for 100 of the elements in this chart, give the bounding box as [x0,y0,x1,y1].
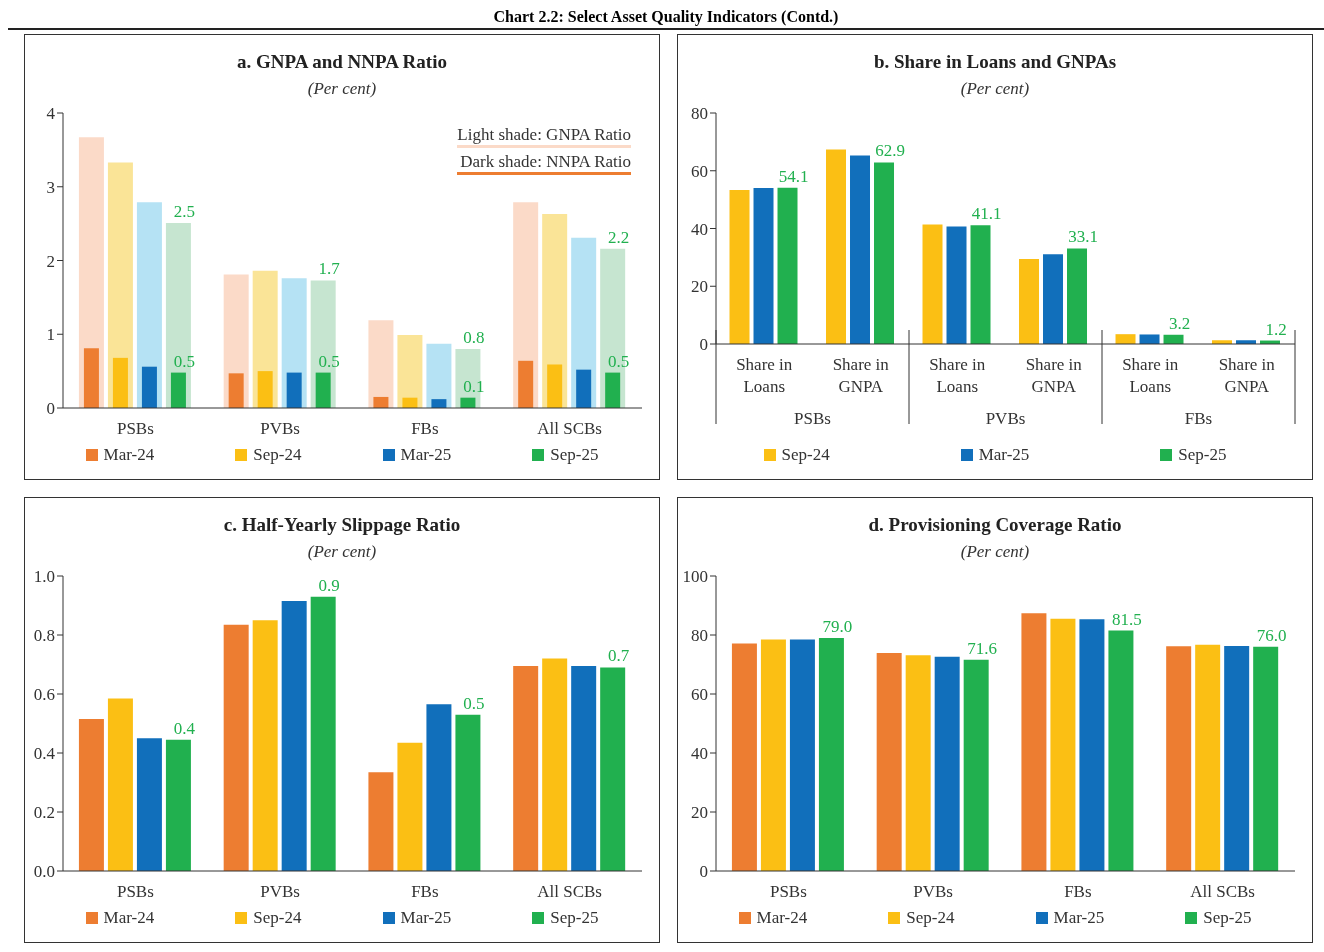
x-tick-label: PVBs [913,882,953,901]
text: Chart 2.2: Select Asset Quality Indicators (Contd.) [492,8,840,26]
bar [426,343,452,408]
bar [1108,630,1134,871]
bar [760,639,786,871]
bar [252,620,278,871]
y-tick-label: 40 [691,219,708,239]
bar [1050,618,1076,871]
chart-title: d. Provisioning Coverage Ratio [867,514,1123,536]
bar [228,373,244,408]
y-tick-label: 0.8 [33,626,55,646]
data-label: 62.9 [875,141,905,161]
y-tick-label: 20 [691,803,708,823]
bar [542,658,568,871]
x-tick-label: Share in Loans [929,355,986,396]
data-label: 0.4 [173,718,196,738]
data-label: 33.1 [1068,227,1098,247]
bar [905,655,931,871]
legend-label: Sep-24 [253,445,302,465]
bar [1224,645,1250,871]
chart-subtitle: (Per cent) [306,542,378,562]
x-tick-label: FBs [1064,882,1092,901]
y-tick-label: 60 [691,161,708,181]
bar [141,366,157,408]
x-tick-label: All SCBs [537,882,602,901]
bar [368,772,394,871]
bar [83,348,99,408]
legend-label: Mar-25 [1053,908,1105,928]
y-tick-label: 80 [691,104,708,124]
y-tick-label: 100 [682,567,708,587]
bar [576,369,592,408]
chart-subtitle: (Per cent) [306,79,378,99]
y-tick-label: 60 [691,685,708,705]
bar [963,659,989,871]
x-tick-label: Share in GNPA [1218,355,1276,396]
y-tick-label: 1.0 [33,567,55,587]
bar [874,162,895,344]
x-tick-label: PSBs [116,419,154,438]
legend-label: Mar-24 [103,908,155,928]
bar [368,320,394,408]
bar [922,224,943,344]
chart-title: b. Share in Loans and GNPAs [872,51,1118,73]
x-tick-label: All SCBs [537,419,602,438]
legend-label: Mar-24 [103,445,155,465]
bar [78,719,104,871]
bar [876,653,902,871]
annotation: Dark shade: NNPA Ratio [457,152,631,175]
y-tick-label: 20 [691,277,708,297]
y-tick-label: 0.0 [33,862,55,882]
data-label: 2.5 [173,201,196,221]
data-label: 71.6 [967,638,998,658]
bar [1043,254,1064,344]
bar [970,225,991,344]
data-label: 1.2 [1265,319,1287,339]
bar [777,187,798,344]
data-label: 41.1 [971,204,1002,224]
bar [426,704,452,871]
bar [818,637,844,871]
y-tick-label: 40 [691,744,708,764]
y-tick-label: 3 [46,177,55,197]
y-tick-label: 0 [46,399,55,419]
x-tick-label: FBs [411,419,439,438]
legend-label: Sep-25 [1203,908,1252,928]
x-tick-label: Share in Loans [736,355,793,396]
data-label: 0.5 [463,693,485,713]
bar [605,372,621,408]
chart-title: c. Half-Yearly Slippage Ratio [222,514,462,536]
bar [850,155,871,344]
bar [1067,248,1088,344]
data-label: 76.0 [1256,625,1287,645]
bar [518,360,534,408]
bar [946,226,967,344]
bar [112,357,128,408]
bar [789,639,815,871]
legend-label: Sep-24 [781,445,830,465]
data-label: 79.0 [822,616,853,636]
annotation: Light shade: GNPA Ratio [457,125,631,148]
legend-label: Sep-25 [550,908,599,928]
data-label: 54.1 [778,166,809,186]
data-label: 0.9 [318,575,340,595]
bar [571,665,597,871]
chart-subtitle: (Per cent) [959,79,1031,99]
legend-label: Sep-25 [1178,445,1227,465]
y-tick-label: 4 [46,104,56,124]
bar [1019,259,1040,344]
bar [731,643,757,871]
y-tick-label: 1 [46,325,55,345]
legend-label: Sep-24 [906,908,955,928]
data-label: 0.5 [173,351,196,371]
bar [1166,646,1192,871]
bar [934,656,960,871]
bar [315,372,331,408]
data-label: 81.5 [1112,609,1142,629]
x-tick-label: Share in GNPA [1025,355,1083,396]
data-label: 0.1 [463,376,485,396]
x-tick-label: Share in GNPA [832,355,890,396]
x-tick-label: Share in Loans [1122,355,1179,396]
x-tick-label: PSBs [116,882,154,901]
bar [1115,334,1136,344]
bar [257,371,273,408]
